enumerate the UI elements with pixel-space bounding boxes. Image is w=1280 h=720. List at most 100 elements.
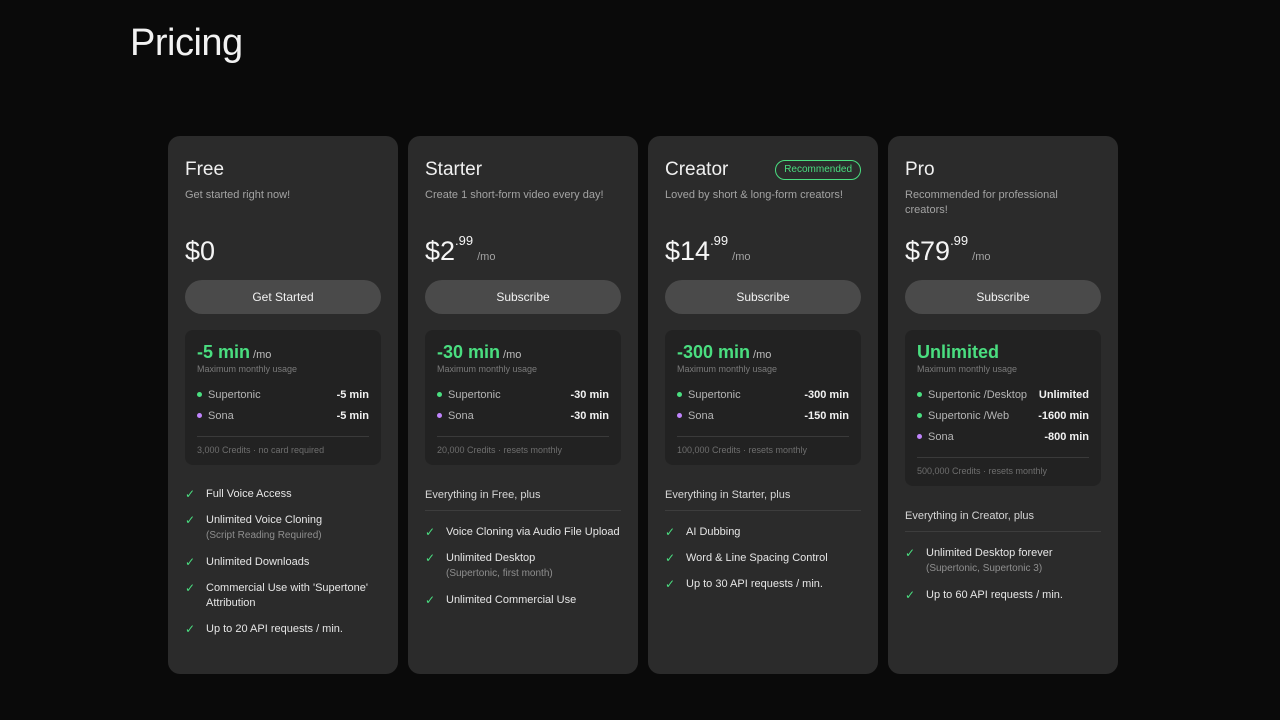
usage-caption: Maximum monthly usage bbox=[677, 364, 778, 374]
feature-list: Everything in Free, plus ✓ Voice Cloning v… bbox=[425, 489, 621, 608]
check-icon: ✓ bbox=[665, 551, 676, 565]
usage-row-label: Supertonic /Web bbox=[928, 409, 1010, 422]
feature-list: ✓ Full Voice Access ✓ Unlimited Voice Cloni… bbox=[185, 487, 381, 637]
check-icon: ✓ bbox=[425, 593, 436, 607]
usage-row-label: Sona bbox=[208, 409, 234, 422]
feature-note: (Supertonic, Supertonic 3) bbox=[926, 563, 1043, 574]
features-heading: Everything in Creator, plus bbox=[905, 510, 1101, 532]
usage-row-value: -30 min bbox=[570, 409, 609, 422]
bullet-dot-icon bbox=[917, 434, 922, 439]
bullet-dot-icon bbox=[917, 413, 922, 418]
feature-text: Unlimited Desktop bbox=[446, 552, 536, 564]
usage-row: Supertonic -30 min bbox=[437, 384, 609, 405]
bullet-dot-icon bbox=[677, 392, 682, 397]
subscribe-button[interactable]: Subscribe bbox=[905, 280, 1101, 314]
usage-caption: Maximum monthly usage bbox=[437, 364, 538, 374]
usage-row-label: Sona bbox=[688, 409, 714, 422]
usage-amount: -5 min bbox=[197, 342, 251, 362]
usage-row: Supertonic /Desktop Unlimited bbox=[917, 384, 1089, 405]
bullet-dot-icon bbox=[437, 413, 442, 418]
price: $0 bbox=[185, 232, 381, 266]
feature-text: Voice Cloning via Audio File Upload bbox=[446, 526, 620, 538]
plan-header: Starter bbox=[425, 158, 621, 182]
feature-text: Up to 30 API requests / min. bbox=[686, 578, 823, 590]
credits-note: 3,000 Credits · no card required bbox=[197, 436, 369, 455]
feature-item: ✓ Unlimited Desktop (Supertonic, first mon… bbox=[425, 551, 621, 582]
feature-note: (Script Reading Required) bbox=[206, 530, 322, 541]
usage-amount: Unlimited bbox=[917, 342, 1000, 362]
price: $2.99/mo bbox=[425, 232, 621, 266]
usage-row-label: Supertonic bbox=[688, 388, 741, 401]
price-amount: $14 bbox=[665, 236, 711, 266]
price-period: /mo bbox=[732, 251, 751, 263]
usage-row: Sona -30 min bbox=[437, 405, 609, 426]
page-title: Pricing bbox=[130, 22, 243, 64]
usage-row-value: -30 min bbox=[570, 388, 609, 401]
usage-period: /mo bbox=[253, 349, 272, 361]
usage-box: Unlimited Maximum monthly usage Supertonic… bbox=[905, 330, 1101, 486]
feature-item: ✓ Commercial Use with 'Supertone' Attribu… bbox=[185, 581, 381, 611]
bullet-dot-icon bbox=[917, 392, 922, 397]
plan-card-creator: Creator Recommended Loved by short & long-… bbox=[648, 136, 878, 674]
check-icon: ✓ bbox=[665, 577, 676, 591]
plan-name: Creator bbox=[665, 159, 729, 180]
usage-row-label: Supertonic /Desktop bbox=[928, 388, 1028, 401]
check-icon: ✓ bbox=[185, 622, 196, 636]
feature-item: ✓ Up to 60 API requests / min. bbox=[905, 588, 1101, 603]
check-icon: ✓ bbox=[425, 525, 436, 539]
usage-row-value: -5 min bbox=[336, 409, 369, 422]
feature-text: Up to 60 API requests / min. bbox=[926, 589, 1063, 601]
usage-caption: Maximum monthly usage bbox=[917, 364, 1018, 374]
feature-text: Commercial Use with 'Supertone' Attribut… bbox=[206, 582, 368, 609]
check-icon: ✓ bbox=[185, 513, 196, 527]
feature-text: Up to 20 API requests / min. bbox=[206, 623, 343, 635]
usage-row: Sona -5 min bbox=[197, 405, 369, 426]
feature-text: Unlimited Voice Cloning bbox=[206, 514, 323, 526]
plan-tagline: Create 1 short-form video every day! bbox=[425, 189, 604, 201]
usage-amount: -30 min bbox=[437, 342, 501, 362]
feature-text: Unlimited Desktop forever bbox=[926, 547, 1053, 559]
usage-row-value: -5 min bbox=[336, 388, 369, 401]
usage-row-label: Sona bbox=[928, 430, 954, 443]
plan-header: Creator Recommended bbox=[665, 158, 861, 182]
bullet-dot-icon bbox=[197, 392, 202, 397]
feature-item: ✓ Up to 20 API requests / min. bbox=[185, 622, 381, 637]
feature-text: Full Voice Access bbox=[206, 488, 292, 500]
features-heading: Everything in Starter, plus bbox=[665, 489, 861, 511]
usage-row-value: -800 min bbox=[1044, 430, 1089, 443]
usage-row: Supertonic /Web -1600 min bbox=[917, 405, 1089, 426]
price-cents: .99 bbox=[455, 233, 474, 248]
plan-header: Pro bbox=[905, 158, 1101, 182]
feature-item: ✓ Full Voice Access bbox=[185, 487, 381, 502]
price-cents: .99 bbox=[710, 233, 729, 248]
usage-row: Supertonic -5 min bbox=[197, 384, 369, 405]
subscribe-button[interactable]: Subscribe bbox=[665, 280, 861, 314]
plan-tagline: Get started right now! bbox=[185, 189, 291, 201]
feature-text: Unlimited Commercial Use bbox=[446, 594, 577, 606]
usage-row: Sona -150 min bbox=[677, 405, 849, 426]
credits-note: 20,000 Credits · resets monthly bbox=[437, 436, 609, 455]
plan-card-free: Free Get started right now! $0 Get Started -… bbox=[168, 136, 398, 674]
usage-row: Sona -800 min bbox=[917, 426, 1089, 447]
plan-header: Free bbox=[185, 158, 381, 182]
usage-row-label: Sona bbox=[448, 409, 474, 422]
usage-box: -5 min/mo Maximum monthly usage Supertonic… bbox=[185, 330, 381, 465]
check-icon: ✓ bbox=[185, 555, 196, 569]
price-period: /mo bbox=[477, 251, 496, 263]
usage-box: -30 min/mo Maximum monthly usage Supertoni… bbox=[425, 330, 621, 465]
subscribe-button[interactable]: Subscribe bbox=[425, 280, 621, 314]
usage-period: /mo bbox=[503, 349, 522, 361]
credits-note: 500,000 Credits · resets monthly bbox=[917, 457, 1089, 476]
plan-name: Free bbox=[185, 159, 225, 180]
feature-note: (Supertonic, first month) bbox=[446, 568, 553, 579]
usage-box: -300 min/mo Maximum monthly usage Superton… bbox=[665, 330, 861, 465]
price-amount: $79 bbox=[905, 236, 951, 266]
features-heading: Everything in Free, plus bbox=[425, 489, 621, 511]
get-started-button[interactable]: Get Started bbox=[185, 280, 381, 314]
check-icon: ✓ bbox=[425, 551, 436, 565]
plan-name: Pro bbox=[905, 159, 935, 180]
usage-amount: -300 min bbox=[677, 342, 751, 362]
pricing-cards: Free Get started right now! $0 Get Started -… bbox=[168, 136, 1118, 674]
check-icon: ✓ bbox=[665, 525, 676, 539]
usage-row-label: Supertonic bbox=[448, 388, 501, 401]
